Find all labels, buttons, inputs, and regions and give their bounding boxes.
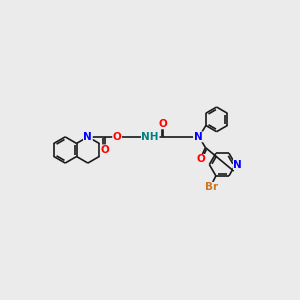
Text: O: O	[100, 145, 109, 155]
Text: N: N	[233, 160, 242, 170]
Text: O: O	[159, 119, 168, 129]
Text: N: N	[83, 132, 92, 142]
Text: O: O	[196, 154, 205, 164]
Text: N: N	[194, 132, 202, 142]
Text: NH: NH	[142, 132, 159, 142]
Text: O: O	[113, 132, 122, 142]
Text: Br: Br	[206, 182, 219, 192]
